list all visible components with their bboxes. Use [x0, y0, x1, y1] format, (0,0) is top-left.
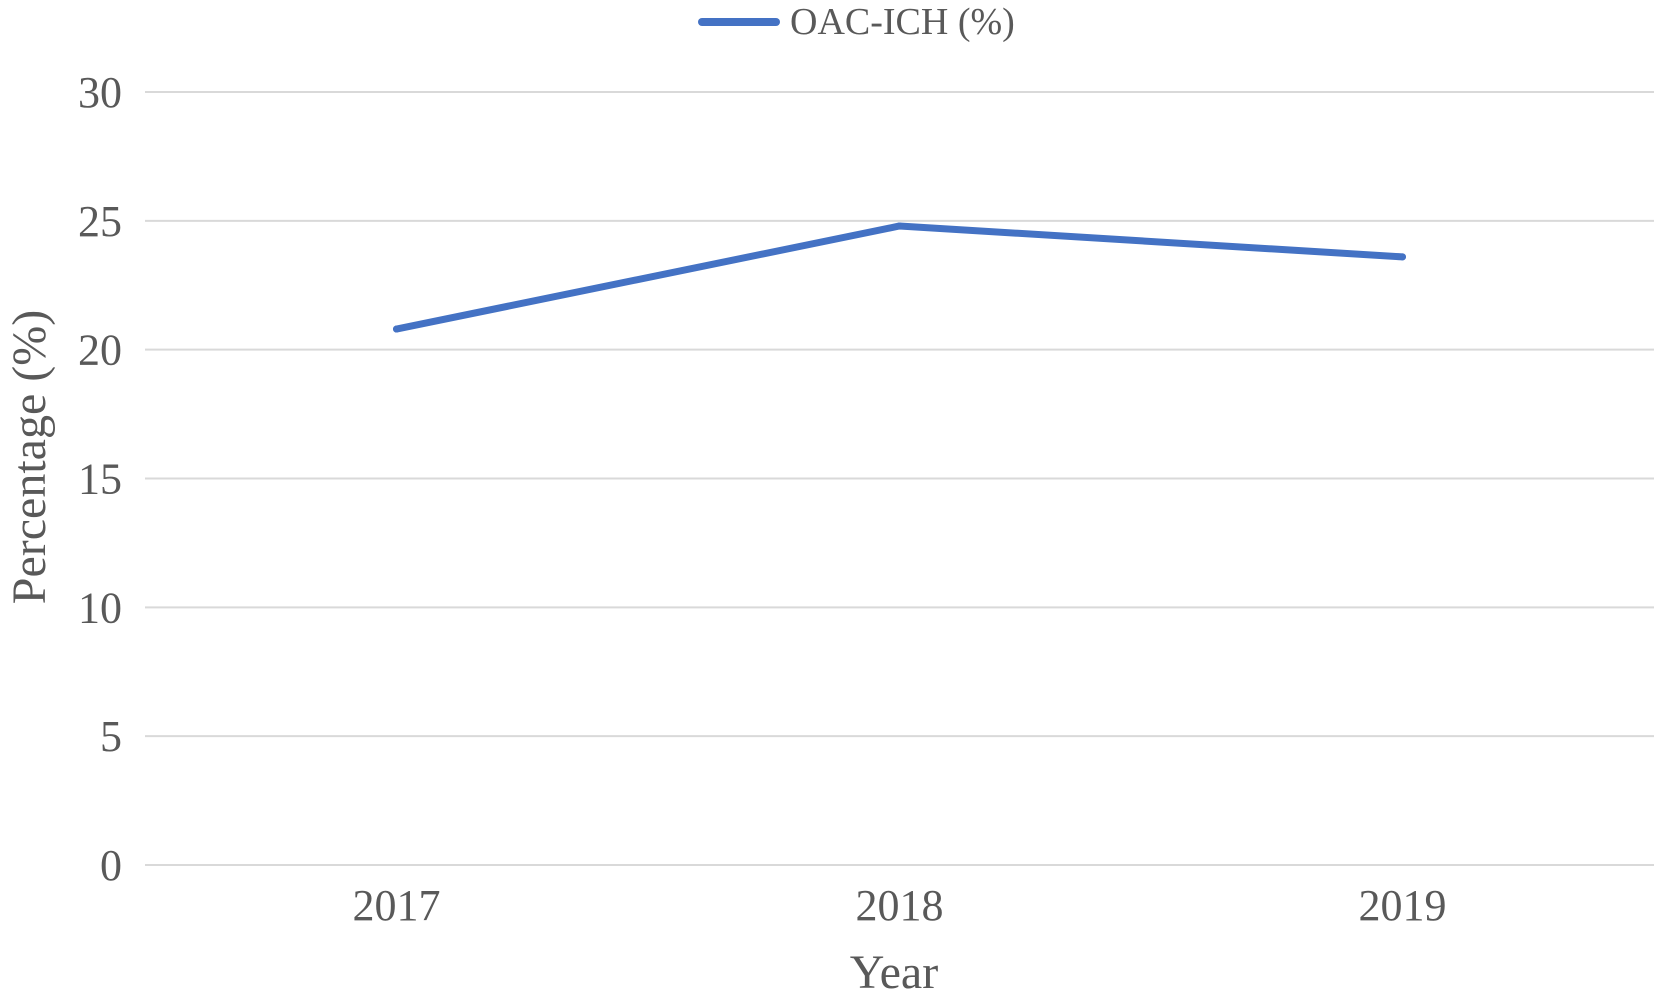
x-tick-label: 2019: [1359, 881, 1447, 930]
data-point: [1399, 253, 1406, 261]
data-point: [393, 325, 400, 333]
legend-label: OAC-ICH (%): [790, 1, 1015, 43]
x-tick-label: 2018: [856, 881, 944, 930]
y-tick-label: 10: [78, 583, 122, 632]
y-tick-label: 5: [100, 712, 122, 761]
y-tick-label: 15: [78, 455, 122, 504]
y-tick-label: 30: [78, 68, 122, 117]
series-line: [393, 222, 1406, 333]
y-tick-label: 25: [78, 197, 122, 246]
series-group: [393, 222, 1406, 333]
x-tick-label: 2017: [353, 881, 441, 930]
legend: OAC-ICH (%): [698, 1, 1015, 43]
x-axis-ticks: 2017 2018 2019: [353, 881, 1447, 930]
y-tick-label: 20: [78, 326, 122, 375]
data-point: [896, 222, 903, 230]
gridlines: [145, 91, 1654, 866]
y-axis-title: Percentage (%): [3, 310, 56, 605]
x-axis-title: Year: [850, 946, 938, 999]
y-tick-label: 0: [100, 841, 122, 890]
y-axis-ticks: 0 5 10 15 20 25 30: [78, 68, 122, 890]
